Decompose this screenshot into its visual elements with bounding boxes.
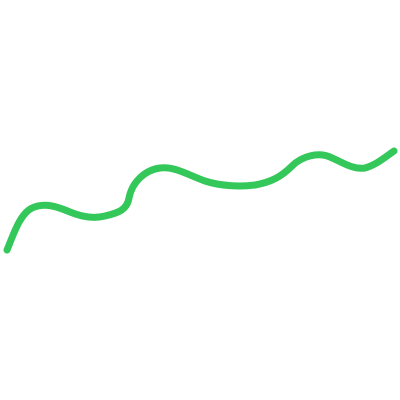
wavy-green-stroke — [7, 151, 394, 250]
